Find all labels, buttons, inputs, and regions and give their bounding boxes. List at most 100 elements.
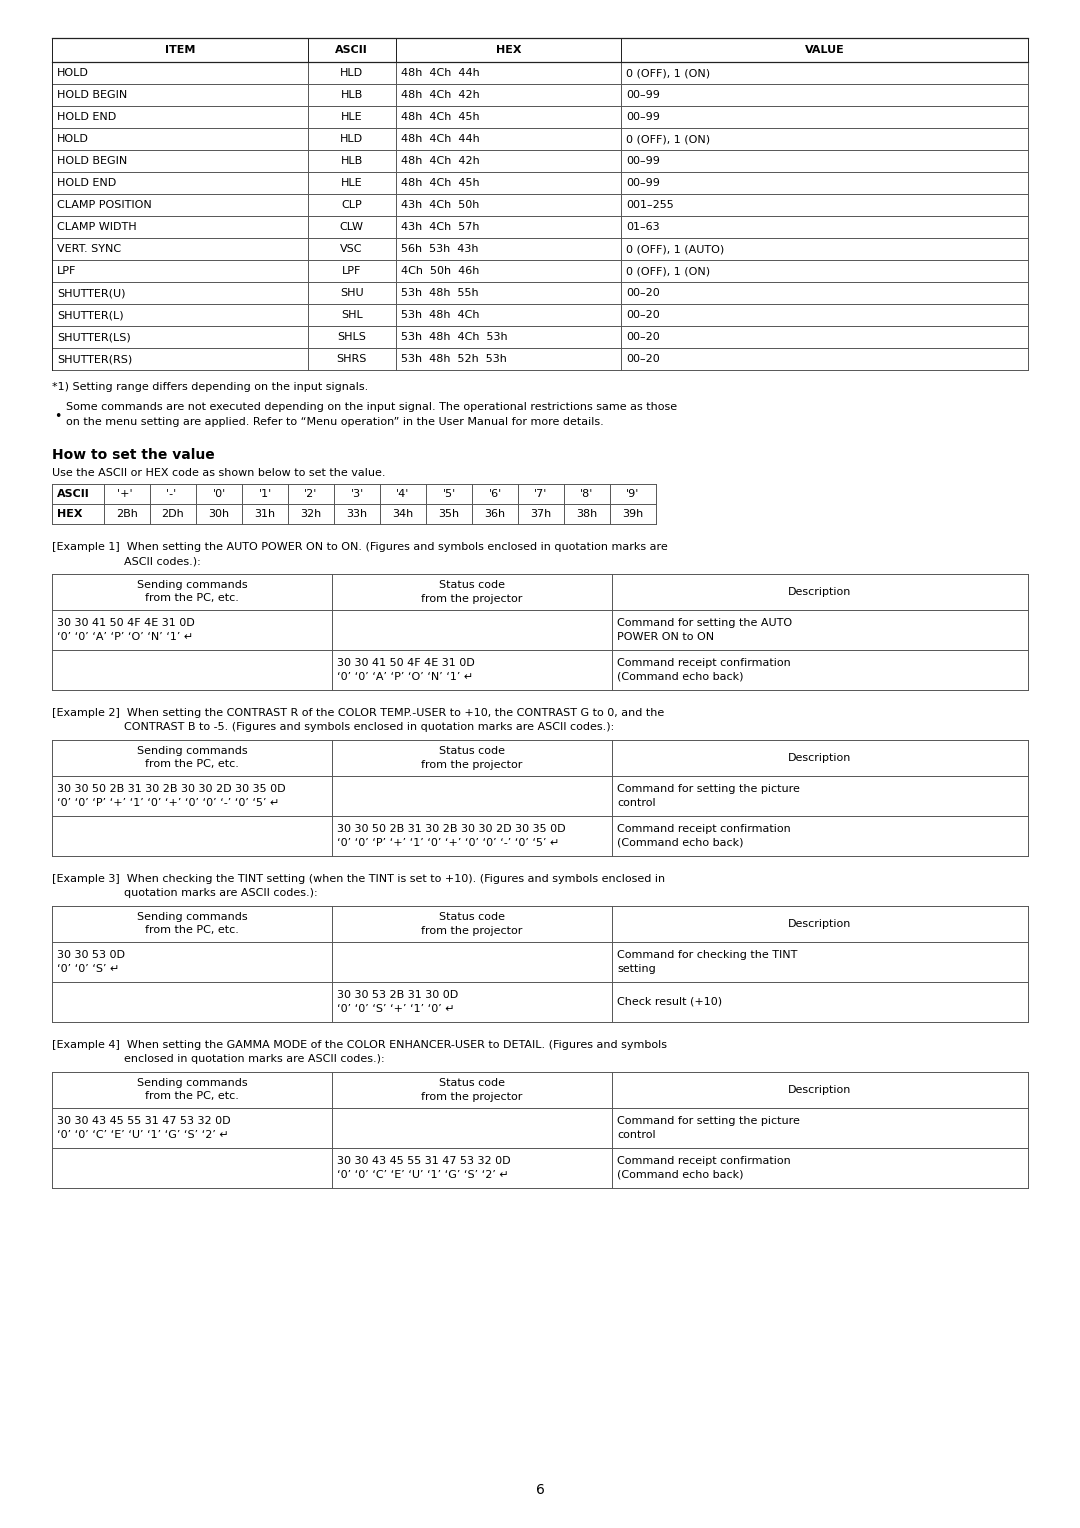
Text: Sending commands: Sending commands	[137, 912, 247, 923]
Text: SHUTTER(U): SHUTTER(U)	[57, 287, 125, 298]
Text: Command for setting the AUTO: Command for setting the AUTO	[617, 619, 792, 628]
Text: '3': '3'	[350, 489, 364, 500]
Text: [Example 2]  When setting the CONTRAST R of the COLOR TEMP.-USER to +10, the CON: [Example 2] When setting the CONTRAST R …	[52, 707, 664, 718]
Text: 38h: 38h	[577, 509, 597, 520]
Text: 30 30 41 50 4F 4E 31 0D: 30 30 41 50 4F 4E 31 0D	[57, 619, 194, 628]
Text: ‘0’ ‘0’ ‘A’ ‘P’ ‘O’ ‘N’ ‘1’ ↵: ‘0’ ‘0’ ‘A’ ‘P’ ‘O’ ‘N’ ‘1’ ↵	[57, 631, 193, 642]
Text: HEX: HEX	[57, 509, 82, 520]
Text: '9': '9'	[626, 489, 639, 500]
Text: 53h  48h  4Ch  53h: 53h 48h 4Ch 53h	[401, 332, 508, 342]
Text: ITEM: ITEM	[164, 44, 195, 55]
Text: [Example 4]  When setting the GAMMA MODE of the COLOR ENHANCER-USER to DETAIL. (: [Example 4] When setting the GAMMA MODE …	[52, 1041, 667, 1050]
Text: '8': '8'	[580, 489, 594, 500]
Text: HLD: HLD	[340, 69, 363, 78]
Text: HOLD END: HOLD END	[57, 112, 117, 122]
Text: Status code: Status code	[438, 912, 505, 923]
Text: Sending commands: Sending commands	[137, 747, 247, 756]
Text: SHLS: SHLS	[337, 332, 366, 342]
Text: How to set the value: How to set the value	[52, 448, 215, 461]
Text: SHUTTER(L): SHUTTER(L)	[57, 310, 123, 319]
Text: 00–20: 00–20	[626, 310, 660, 319]
Text: (Command echo back): (Command echo back)	[617, 837, 743, 848]
Text: 39h: 39h	[622, 509, 644, 520]
Text: 30 30 50 2B 31 30 2B 30 30 2D 30 35 0D: 30 30 50 2B 31 30 2B 30 30 2D 30 35 0D	[57, 784, 285, 795]
Text: Command receipt confirmation: Command receipt confirmation	[617, 825, 791, 834]
Text: 00–20: 00–20	[626, 287, 660, 298]
Text: HOLD END: HOLD END	[57, 177, 117, 188]
Text: 37h: 37h	[530, 509, 552, 520]
Text: ‘0’ ‘0’ ‘C’ ‘E’ ‘U’ ‘1’ ‘G’ ‘S’ ‘2’ ↵: ‘0’ ‘0’ ‘C’ ‘E’ ‘U’ ‘1’ ‘G’ ‘S’ ‘2’ ↵	[57, 1129, 229, 1140]
Text: Sending commands: Sending commands	[137, 581, 247, 590]
Text: Description: Description	[788, 753, 852, 762]
Text: 30h: 30h	[208, 509, 230, 520]
Text: 6: 6	[536, 1484, 544, 1497]
Text: HOLD BEGIN: HOLD BEGIN	[57, 90, 127, 99]
Text: CONTRAST B to -5. (Figures and symbols enclosed in quotation marks are ASCII cod: CONTRAST B to -5. (Figures and symbols e…	[124, 723, 615, 732]
Text: •: •	[54, 410, 62, 423]
Text: 30 30 53 0D: 30 30 53 0D	[57, 950, 125, 961]
Text: 48h  4Ch  42h: 48h 4Ch 42h	[401, 156, 480, 167]
Text: Command for setting the picture: Command for setting the picture	[617, 784, 800, 795]
Text: 31h: 31h	[255, 509, 275, 520]
Text: from the projector: from the projector	[421, 593, 523, 604]
Text: '-': '-'	[166, 489, 180, 500]
Text: control: control	[617, 798, 656, 807]
Text: SHRS: SHRS	[337, 354, 367, 364]
Text: 00–20: 00–20	[626, 332, 660, 342]
Text: Use the ASCII or HEX code as shown below to set the value.: Use the ASCII or HEX code as shown below…	[52, 468, 386, 478]
Text: Some commands are not executed depending on the input signal. The operational re: Some commands are not executed depending…	[66, 402, 677, 413]
Text: SHL: SHL	[341, 310, 363, 319]
Text: 43h  4Ch  50h: 43h 4Ch 50h	[401, 200, 478, 209]
Text: '+': '+'	[118, 489, 136, 500]
Text: HLD: HLD	[340, 134, 363, 144]
Text: 53h  48h  55h: 53h 48h 55h	[401, 287, 478, 298]
Text: ‘0’ ‘0’ ‘P’ ‘+’ ‘1’ ‘0’ ‘+’ ‘0’ ‘0’ ‘-’ ‘0’ ‘5’ ↵: ‘0’ ‘0’ ‘P’ ‘+’ ‘1’ ‘0’ ‘+’ ‘0’ ‘0’ ‘-’ …	[337, 837, 559, 848]
Text: Description: Description	[788, 1085, 852, 1096]
Text: on the menu setting are applied. Refer to “Menu operation” in the User Manual fo: on the menu setting are applied. Refer t…	[66, 417, 604, 426]
Text: setting: setting	[617, 964, 656, 973]
Text: VERT. SYNC: VERT. SYNC	[57, 244, 121, 254]
Text: Command receipt confirmation: Command receipt confirmation	[617, 659, 791, 669]
Text: 0 (OFF), 1 (ON): 0 (OFF), 1 (ON)	[626, 266, 711, 277]
Text: 30 30 50 2B 31 30 2B 30 30 2D 30 35 0D: 30 30 50 2B 31 30 2B 30 30 2D 30 35 0D	[337, 825, 566, 834]
Text: SHUTTER(RS): SHUTTER(RS)	[57, 354, 132, 364]
Text: 0 (OFF), 1 (ON): 0 (OFF), 1 (ON)	[626, 69, 711, 78]
Text: 36h: 36h	[485, 509, 505, 520]
Text: 0 (OFF), 1 (ON): 0 (OFF), 1 (ON)	[626, 134, 711, 144]
Text: ASCII codes.):: ASCII codes.):	[124, 556, 201, 565]
Text: 35h: 35h	[438, 509, 460, 520]
Text: 32h: 32h	[300, 509, 322, 520]
Text: from the PC, etc.: from the PC, etc.	[145, 926, 239, 935]
Text: (Command echo back): (Command echo back)	[617, 1169, 743, 1180]
Text: VSC: VSC	[340, 244, 363, 254]
Text: ASCII: ASCII	[57, 489, 90, 500]
Text: SHUTTER(LS): SHUTTER(LS)	[57, 332, 131, 342]
Text: 00–99: 00–99	[626, 156, 660, 167]
Text: from the projector: from the projector	[421, 926, 523, 935]
Text: enclosed in quotation marks are ASCII codes.):: enclosed in quotation marks are ASCII co…	[124, 1054, 384, 1063]
Text: CLP: CLP	[341, 200, 362, 209]
Text: [Example 3]  When checking the TINT setting (when the TINT is set to +10). (Figu: [Example 3] When checking the TINT setti…	[52, 874, 665, 885]
Text: '7': '7'	[535, 489, 548, 500]
Text: 48h  4Ch  42h: 48h 4Ch 42h	[401, 90, 480, 99]
Text: Description: Description	[788, 918, 852, 929]
Text: 2Bh: 2Bh	[116, 509, 138, 520]
Text: '0': '0'	[213, 489, 226, 500]
Text: POWER ON to ON: POWER ON to ON	[617, 631, 714, 642]
Text: HOLD BEGIN: HOLD BEGIN	[57, 156, 127, 167]
Text: ‘0’ ‘0’ ‘S’ ‘+’ ‘1’ ‘0’ ↵: ‘0’ ‘0’ ‘S’ ‘+’ ‘1’ ‘0’ ↵	[337, 1004, 455, 1013]
Text: CLAMP WIDTH: CLAMP WIDTH	[57, 222, 137, 232]
Text: 00–20: 00–20	[626, 354, 660, 364]
Text: from the projector: from the projector	[421, 759, 523, 770]
Text: 30 30 41 50 4F 4E 31 0D: 30 30 41 50 4F 4E 31 0D	[337, 659, 475, 669]
Text: from the projector: from the projector	[421, 1091, 523, 1102]
Text: LPF: LPF	[57, 266, 77, 277]
Text: 53h  48h  52h  53h: 53h 48h 52h 53h	[401, 354, 507, 364]
Text: *1) Setting range differs depending on the input signals.: *1) Setting range differs depending on t…	[52, 382, 368, 393]
Text: '6': '6'	[488, 489, 501, 500]
Text: 30 30 43 45 55 31 47 53 32 0D: 30 30 43 45 55 31 47 53 32 0D	[57, 1117, 231, 1126]
Text: 30 30 53 2B 31 30 0D: 30 30 53 2B 31 30 0D	[337, 990, 458, 1001]
Text: HEX: HEX	[496, 44, 521, 55]
Text: 4Ch  50h  46h: 4Ch 50h 46h	[401, 266, 478, 277]
Text: ‘0’ ‘0’ ‘S’ ↵: ‘0’ ‘0’ ‘S’ ↵	[57, 964, 120, 973]
